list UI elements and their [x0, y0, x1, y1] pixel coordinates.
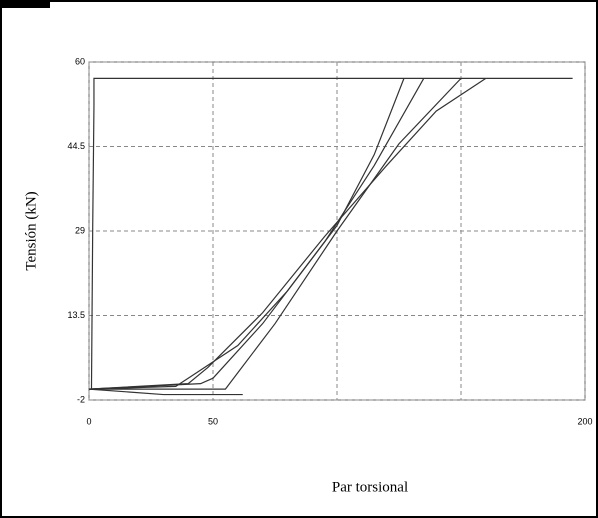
- x-tick-label: 200: [577, 416, 592, 426]
- y-tick-label: 29: [75, 225, 85, 235]
- x-tick-label: 50: [208, 416, 218, 426]
- y-axis-label: Tensión (kN): [23, 191, 39, 270]
- y-tick-label: -2: [77, 394, 85, 404]
- data-line: [88, 78, 425, 390]
- x-tick-label: 0: [86, 416, 91, 426]
- y-tick-label: 60: [75, 56, 85, 66]
- data-line: [89, 77, 462, 390]
- y-tick-label: 13.5: [67, 310, 85, 320]
- y-tick-label: 44.5: [67, 141, 85, 151]
- data-line: [88, 77, 487, 390]
- corner-bar: [0, 0, 50, 8]
- data-line: [90, 77, 573, 390]
- data-line: [88, 388, 243, 396]
- x-axis-label: Par torsional: [332, 479, 408, 495]
